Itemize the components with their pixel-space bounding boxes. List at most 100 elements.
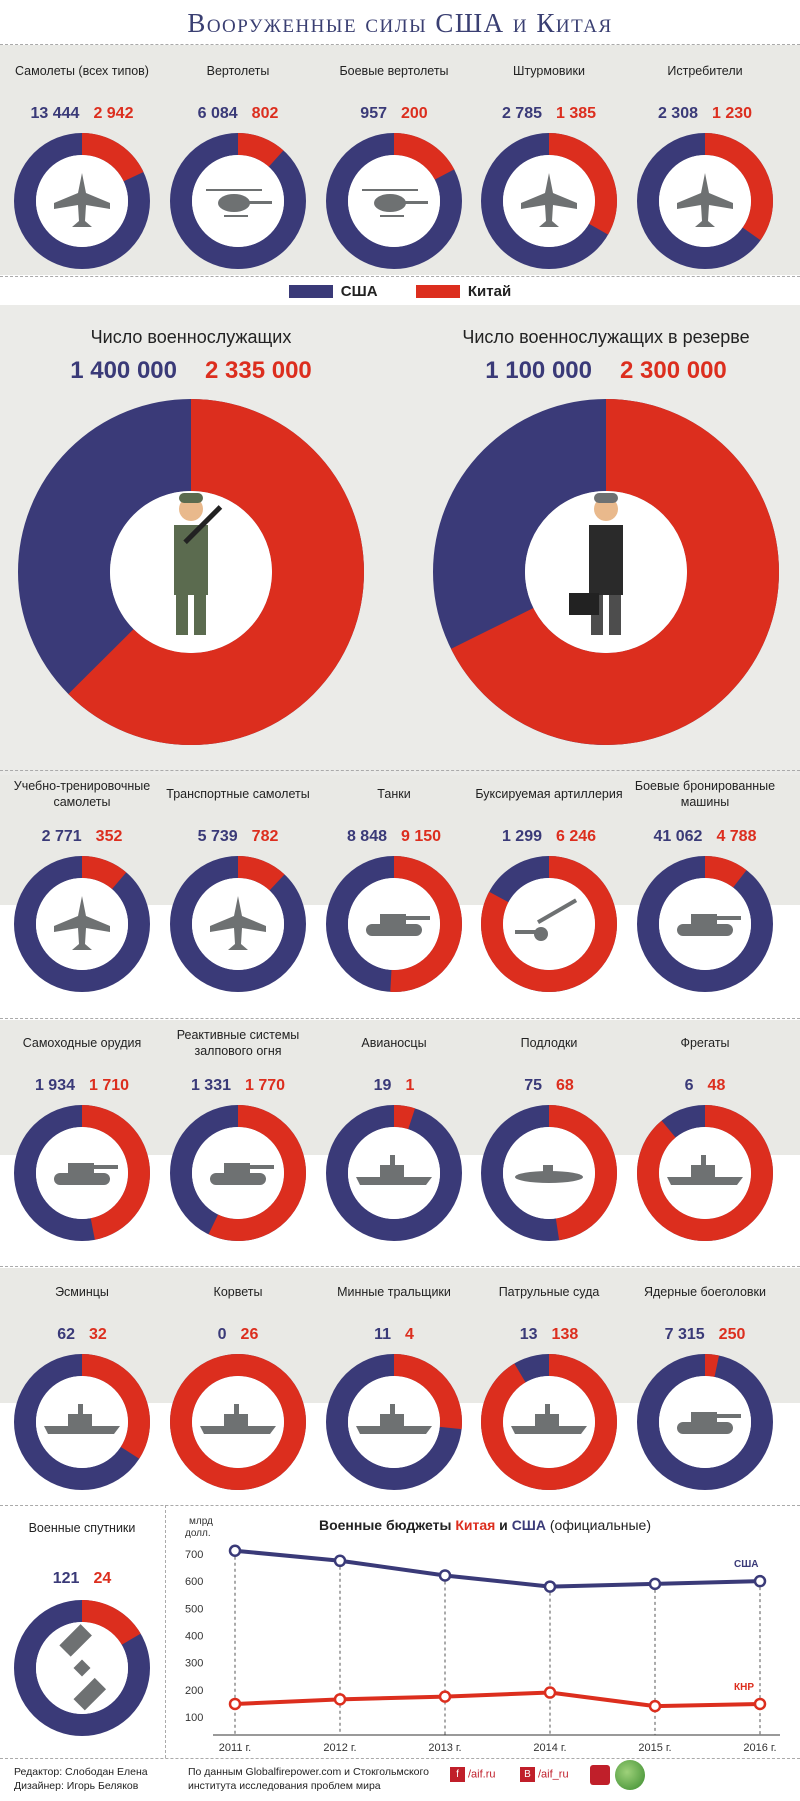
data-point <box>753 1697 767 1711</box>
donut-cn-arc <box>637 1354 773 1490</box>
donut-cn-arc <box>170 856 306 992</box>
social-vk[interactable]: B/aif_ru <box>520 1767 569 1782</box>
social-facebook[interactable]: f/aif.ru <box>450 1767 496 1782</box>
us-value: 1 100 000 <box>485 357 592 384</box>
divider <box>0 1266 800 1267</box>
cn-value: 250 <box>718 1326 746 1343</box>
donut <box>14 856 150 992</box>
data-point <box>543 1580 557 1593</box>
data-point <box>753 1574 767 1588</box>
personnel-donut-cn-arc <box>18 399 364 745</box>
stat-label: Эсминцы <box>55 1285 109 1299</box>
personnel-donut-cn-arc <box>433 399 779 745</box>
stat-patrol-boat: Патрульные суда 13 138 <box>471 1276 627 1490</box>
divider <box>0 44 800 45</box>
donut-cn-arc <box>170 1105 306 1241</box>
stat-label: Авианосцы <box>361 1036 427 1050</box>
attack-helicopter-icon <box>362 189 428 217</box>
stat-label: Истребители <box>667 64 743 78</box>
x-tick-label: 2016 г. <box>743 1742 776 1752</box>
stat-transport-aircraft: Транспортные самолеты 5 739 782 <box>160 778 316 992</box>
stat-values: 2 771 352 <box>4 828 160 846</box>
stat-satellites: Военные спутники 121 24 <box>4 1512 160 1752</box>
attack-aircraft-icon <box>521 173 577 227</box>
y-tick-label: 400 <box>185 1631 203 1643</box>
social-vk-label: /aif_ru <box>538 1768 569 1781</box>
cn-value: 1 <box>405 1077 415 1094</box>
donut <box>326 133 462 269</box>
data-point <box>228 1697 242 1711</box>
us-value: 2 785 <box>501 105 542 122</box>
submarine-icon <box>515 1165 583 1183</box>
transport-aircraft-icon <box>210 896 266 950</box>
us-value: 0 <box>217 1326 227 1343</box>
cn-value: 2 335 000 <box>205 357 312 384</box>
donut-cn-arc <box>481 856 617 992</box>
donut-cn-arc <box>14 856 150 992</box>
us-value: 6 084 <box>197 105 238 122</box>
y-axis-label: долл. <box>185 1528 211 1539</box>
cn-value: 32 <box>89 1326 107 1343</box>
us-value: 7 315 <box>664 1326 705 1343</box>
stat-attack-aircraft: Штурмовики 2 785 1 385 <box>471 55 627 269</box>
stat-label: Корветы <box>213 1285 263 1299</box>
stat-label: Боевые вертолеты <box>339 64 449 78</box>
stat-label: Буксируемая артиллерия <box>475 787 623 801</box>
cn-value: 48 <box>707 1077 726 1094</box>
rocket-launcher-icon <box>210 1163 274 1185</box>
stat-values: 6 084 802 <box>160 105 316 123</box>
logo-globe-icon <box>615 1760 645 1790</box>
tank-icon <box>366 914 430 936</box>
stat-label: Боевые бронированные машины <box>634 779 776 809</box>
stat-values: 1 331 1 770 <box>160 1077 316 1095</box>
stat-armored-vehicle: Боевые бронированные машины 41 062 4 788 <box>627 778 783 992</box>
stat-label: Штурмовики <box>512 64 585 78</box>
donut <box>481 856 617 992</box>
stat-frigate: Фрегаты 6 48 <box>627 1027 783 1241</box>
cn-value: 1 710 <box>89 1077 130 1094</box>
donut <box>326 1105 462 1241</box>
cn-value: 9 150 <box>401 828 442 845</box>
donut-cn-arc <box>481 1105 617 1241</box>
twitter-icon[interactable] <box>590 1765 610 1785</box>
y-tick-label: 300 <box>185 1658 203 1670</box>
data-point <box>333 1693 347 1706</box>
trainer-aircraft-icon <box>54 896 110 950</box>
donut <box>481 1105 617 1241</box>
donut <box>14 133 150 269</box>
divider <box>0 1758 800 1759</box>
donut-cn-arc <box>481 1354 617 1490</box>
series-label: США <box>734 1559 759 1570</box>
source-line-1: По данным Globalfirepower.com и Стокголь… <box>188 1766 429 1778</box>
page-title: Вооруженные силы США и Китая <box>187 8 613 38</box>
divider <box>0 276 800 277</box>
destroyer-icon <box>44 1404 120 1434</box>
frigate-icon <box>667 1155 743 1185</box>
stat-values: 2 308 1 230 <box>627 105 783 123</box>
stat-rocket-launcher: Реактивные системы залпового огня 1 331 1 … <box>160 1027 316 1241</box>
stat-values: 5 739 782 <box>160 828 316 846</box>
chart-title-part: Военные бюджеты <box>319 1517 455 1533</box>
stat-values: 121 24 <box>4 1570 160 1588</box>
stat-label: Фрегаты <box>680 1036 730 1050</box>
stat-label: Транспортные самолеты <box>166 787 310 801</box>
y-tick-label: 700 <box>185 1549 203 1561</box>
y-tick-label: 500 <box>185 1603 203 1615</box>
stat-label: Ядерные боеголовки <box>643 1285 767 1299</box>
cn-value: 802 <box>251 105 279 122</box>
stat-aircraft: Самолеты (всех типов) 13 444 2 942 <box>4 55 160 269</box>
stat-values: 7 315 250 <box>627 1326 783 1344</box>
donut <box>326 1354 462 1490</box>
cn-value: 4 <box>405 1326 414 1343</box>
stat-label: Танки <box>377 787 411 801</box>
us-value: 75 <box>524 1077 542 1094</box>
budget-line-chart: Военные бюджеты Китая и США (официальные… <box>185 1516 780 1752</box>
x-tick-label: 2014 г. <box>533 1742 566 1752</box>
x-tick-label: 2012 г. <box>323 1742 356 1752</box>
divider <box>0 770 800 771</box>
stat-values: 19 1 <box>316 1077 472 1095</box>
us-value: 1 299 <box>501 828 542 845</box>
data-point <box>648 1577 662 1591</box>
donut-cn-arc <box>170 1354 306 1490</box>
editor-credit: Редактор: Слободан Елена <box>14 1766 148 1778</box>
